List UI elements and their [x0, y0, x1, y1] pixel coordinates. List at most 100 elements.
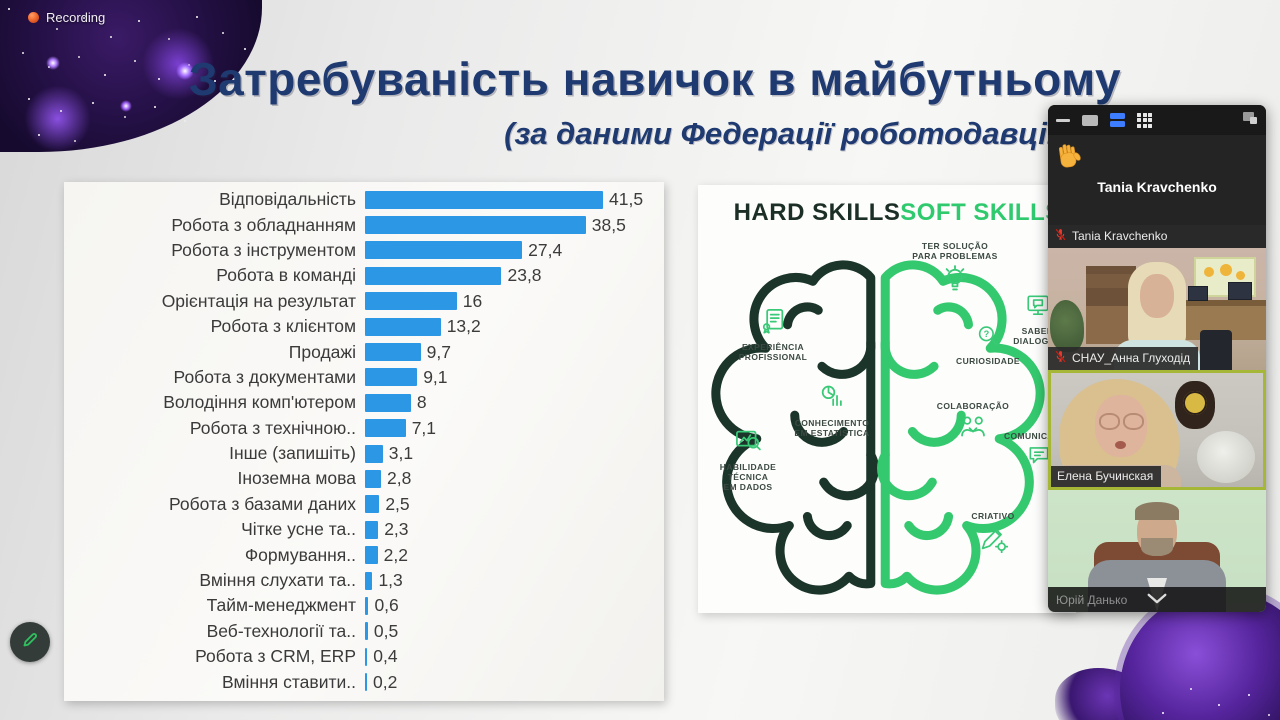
chart-value-label: 8 [416, 392, 427, 413]
chart-bar [365, 190, 603, 209]
chart-bar [365, 520, 379, 539]
chart-category-label: Орієнтація на результат [161, 290, 356, 311]
chart-bar [365, 292, 457, 311]
participant-tile-yurii[interactable]: Юрій Данько [1048, 490, 1266, 612]
popout-icon[interactable] [1242, 111, 1258, 130]
chart-value-label: 9,1 [423, 366, 448, 387]
collaboration-icon [958, 413, 988, 446]
chart-bar [365, 216, 586, 235]
chart-bar [365, 647, 368, 666]
diagram-item: HABILIDADE TÉCNICA EM DADOS [702, 427, 794, 493]
decor-plate [1197, 431, 1255, 483]
diagram-item-label: COMUNICAÇÃO [1003, 431, 1075, 441]
star-glow [120, 100, 132, 112]
chevron-down-icon[interactable] [1145, 591, 1169, 609]
chart-value-label: 2,5 [385, 493, 410, 514]
chart-row: Робота з клієнтом 13,2 [64, 314, 664, 339]
chart-value-label: 13,2 [446, 316, 481, 337]
chart-category-label: Веб-технології та.. [206, 620, 356, 641]
chart-category-label: Продажі [288, 341, 356, 362]
chart-bar [365, 241, 523, 260]
chart-bar [365, 622, 368, 641]
chart-category-label: Робота з клієнтом [210, 316, 356, 337]
chart-category-label: Робота з базами даних [168, 493, 356, 514]
diagram-item: ? CURIOSIDADE [932, 323, 1044, 366]
chart-row: Робота з документами 9,1 [64, 365, 664, 390]
diagram-item: COLABORAÇÃO [912, 401, 1034, 446]
chart-row: Робота в команді 23,8 [64, 263, 664, 288]
recording-indicator: Recording [28, 10, 105, 25]
diagram-item-label: CRIATIVO [971, 511, 1015, 521]
chart-bar [365, 495, 380, 514]
pencil-icon [19, 629, 41, 656]
chart-category-label: Робота в команді [216, 265, 356, 286]
diagram-item-label: HABILIDADE TÉCNICA EM DADOS [719, 462, 777, 493]
chart-value-label: 2,8 [387, 468, 412, 489]
participant-tile-anna[interactable]: СНАУ_Анна Глуходід [1048, 248, 1266, 370]
chart-row: Інше (запишіть) 3,1 [64, 441, 664, 466]
chart-bar [365, 444, 383, 463]
glasses [1099, 413, 1144, 430]
chart-category-label: Вміння слухати та.. [199, 570, 356, 591]
stars [8, 8, 10, 10]
annotate-button[interactable] [10, 622, 50, 662]
person-mouth [1115, 441, 1126, 449]
chart-category-label: Тайм-менеджмент [206, 595, 356, 616]
person-face [1140, 274, 1174, 318]
chart-row: Робота з CRM, ERP 0,4 [64, 644, 664, 669]
chart-category-label: Чітке усне та.. [241, 519, 356, 540]
diagram-item: CONHECIMENTO EM ESTATÍSTICA [780, 383, 884, 438]
monitor [1228, 282, 1252, 300]
gallery-view-icon[interactable] [1137, 112, 1152, 128]
chart-row: Формування.. 2,2 [64, 542, 664, 567]
wall-clock [1175, 381, 1215, 429]
participant-name: Юрій Данько [1056, 592, 1128, 607]
chart-row: Робота з обладнанням 38,5 [64, 212, 664, 237]
skills-diagram: HARD SKILLS SOFT SKILLS [698, 185, 1076, 613]
chart-value-label: 1,3 [378, 570, 403, 591]
chart-category-label: Робота з технічною.. [189, 417, 356, 438]
slide-title: Затребуваність навичок в майбутньому [188, 53, 1122, 105]
chart-value-label: 27,4 [528, 239, 563, 260]
diagram-item-label: CURIOSIDADE [956, 356, 1020, 366]
creative-icon [978, 523, 1009, 558]
chart-bar [365, 469, 382, 488]
participant-name-tag: Tania Kravchenko [1048, 225, 1266, 248]
slide-subtitle: (за даними Федерації роботодавців) [504, 116, 1076, 151]
chart-value-label: 16 [462, 290, 483, 311]
participant-name: Tania Kravchenko [1072, 229, 1168, 243]
speaker-view-icon[interactable] [1082, 114, 1098, 126]
star-glow [176, 62, 194, 80]
chart-category-label: Робота з CRM, ERP [195, 646, 356, 667]
minimize-icon[interactable] [1056, 118, 1070, 122]
diagram-item: CRIATIVO [942, 511, 1044, 558]
participant-tile-tania[interactable]: Tania Kravchenko Tania Kravchenko [1048, 135, 1266, 248]
chart-value-label: 0,5 [373, 620, 399, 641]
chart-bar [365, 596, 369, 615]
plant [1050, 300, 1084, 352]
chart-value-label: 41,5 [609, 189, 644, 210]
panel-bottom-bar: Юрій Данько [1048, 587, 1266, 612]
chart-row: Володіння комп'ютером 8 [64, 390, 664, 415]
chart-bar [365, 546, 378, 565]
diagram-item-label: EXPERIÊNCIA PROFISSIONAL [738, 342, 808, 363]
chart-category-label: Іноземна мова [237, 468, 356, 489]
raised-hand-icon [1056, 141, 1082, 176]
participant-name-tag: СНАУ_Анна Глуходід [1048, 347, 1199, 370]
chart-row: Орієнтація на результат 16 [64, 289, 664, 314]
stack-view-icon[interactable] [1110, 113, 1125, 127]
participant-name: СНАУ_Анна Глуходід [1072, 351, 1191, 365]
diagram-item-label: TER SOLUÇÃO PARA PROBLEMAS [912, 241, 998, 262]
diagram-item-label: CONHECIMENTO EM ESTATÍSTICA [794, 418, 870, 439]
chart-category-label: Володіння комп'ютером [163, 392, 356, 413]
galaxy-decoration-top-left [0, 0, 262, 152]
participant-tile-elena[interactable]: Елена Бучинская [1048, 370, 1266, 490]
chart-category-label: Інше (запишіть) [229, 443, 356, 464]
lightbulb-icon [940, 263, 970, 300]
chart-row: Тайм-менеджмент 0,6 [64, 593, 664, 618]
chart-category-label: Відповідальність [219, 189, 356, 210]
chart-row: Робота з інструментом 27,4 [64, 238, 664, 263]
diagram-item-label: COLABORAÇÃO [936, 401, 1010, 411]
chart-category-label: Робота з інструментом [171, 239, 356, 260]
chart-bar [365, 673, 367, 692]
